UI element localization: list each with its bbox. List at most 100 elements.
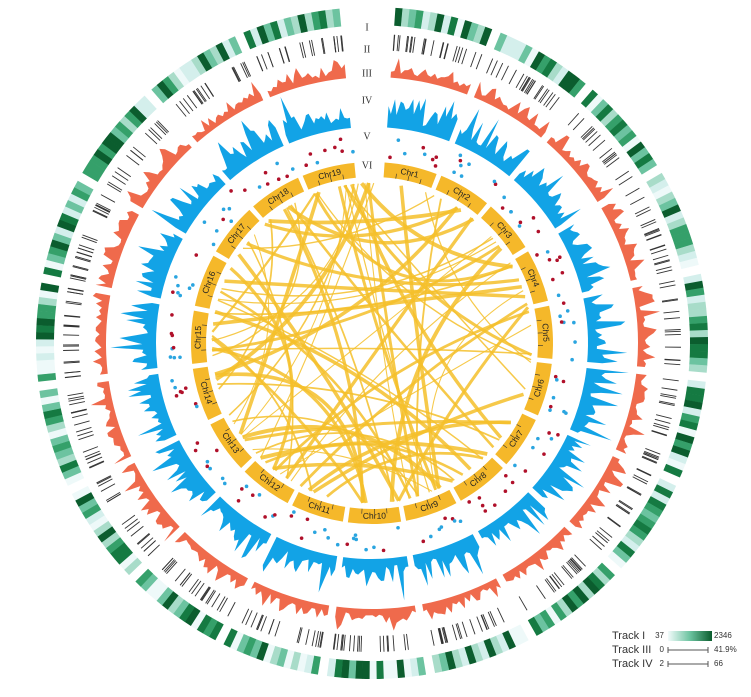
snp-dot (562, 301, 566, 305)
density-tick (407, 634, 409, 650)
density-tick (637, 469, 651, 476)
snp-dot (537, 230, 541, 234)
density-tick (581, 126, 592, 137)
density-tick (659, 281, 675, 284)
density-tick (256, 615, 262, 630)
area-track (474, 82, 550, 138)
density-tick (550, 97, 560, 110)
density-tick (477, 617, 483, 632)
density-tick (187, 95, 197, 108)
snp-dot (519, 221, 523, 225)
density-tick (145, 133, 157, 144)
link (392, 248, 501, 501)
snp-dot (434, 155, 438, 159)
density-tick (200, 587, 209, 600)
snp-dot (421, 146, 425, 150)
snp-dot (532, 216, 536, 220)
density-tick (627, 487, 641, 495)
legend-min: 0 (660, 645, 665, 654)
area-track (251, 582, 329, 618)
density-tick (582, 128, 593, 139)
snp-dot (304, 163, 308, 167)
density-tick (653, 425, 668, 429)
area-track (570, 368, 629, 441)
density-tick (312, 630, 315, 646)
density-tick (651, 431, 666, 436)
area-track (218, 120, 284, 180)
density-tick (413, 37, 415, 53)
track-label: V (363, 131, 371, 142)
density-tick (592, 536, 604, 547)
density-tick (569, 560, 580, 572)
density-tick (138, 534, 150, 544)
snp-dot (206, 460, 210, 464)
density-tick (497, 608, 504, 622)
links (212, 183, 532, 503)
density-tick (158, 121, 169, 133)
snp-dot (171, 290, 175, 294)
density-tick (244, 62, 251, 77)
snp-dot (396, 526, 400, 530)
heatmap-cell (36, 346, 54, 354)
density-tick (654, 423, 669, 427)
density-tick (589, 135, 601, 146)
density-tick (516, 74, 524, 88)
snp-dot (309, 152, 313, 156)
legend-max: 66 (714, 659, 723, 668)
density-tick (126, 155, 139, 165)
snp-dot (566, 309, 570, 313)
density-tick (74, 421, 89, 425)
density-tick (131, 526, 143, 536)
density-tick (470, 619, 475, 634)
density-tick (600, 527, 612, 537)
density-tick (79, 435, 94, 440)
density-tick (608, 517, 621, 526)
density-tick (68, 393, 84, 396)
heatmap-cell (690, 330, 708, 338)
snp-dot (174, 275, 178, 279)
heatmap-cell (36, 353, 54, 361)
snp-dot (184, 386, 188, 390)
snp-dot (431, 158, 435, 162)
density-tick (663, 379, 679, 381)
density-tick (337, 36, 339, 52)
snp-dot (191, 283, 195, 287)
density-tick (96, 476, 110, 483)
density-tick (268, 52, 273, 67)
density-tick (646, 235, 661, 241)
density-tick (202, 588, 211, 601)
density-tick (285, 46, 289, 61)
snp-dot (452, 170, 456, 174)
snp-dot (549, 405, 553, 409)
density-tick (656, 267, 672, 271)
snp-dot (535, 253, 539, 257)
density-tick (462, 622, 467, 637)
density-tick (527, 81, 535, 95)
snp-dot (292, 510, 296, 514)
snp-dot (264, 171, 268, 175)
density-tick (133, 147, 145, 157)
density-tick (195, 583, 204, 596)
density-tick (180, 101, 190, 114)
snp-dot (467, 162, 471, 166)
density-tick (637, 468, 651, 475)
snp-dot (493, 180, 497, 184)
density-tick (573, 118, 584, 130)
snp-dot (221, 218, 225, 222)
density-tick (261, 54, 267, 69)
density-tick (96, 204, 110, 211)
snp-dot (179, 390, 183, 394)
snp-dot (518, 224, 522, 228)
density-tick (337, 634, 339, 650)
snp-dot (323, 528, 327, 532)
density-tick (251, 613, 257, 628)
density-tick (233, 67, 240, 81)
snp-dot (258, 493, 262, 497)
density-tick (399, 35, 400, 51)
density-tick (394, 35, 395, 51)
density-tick (68, 288, 84, 291)
density-tick (383, 636, 384, 652)
snp-dot (403, 152, 407, 156)
